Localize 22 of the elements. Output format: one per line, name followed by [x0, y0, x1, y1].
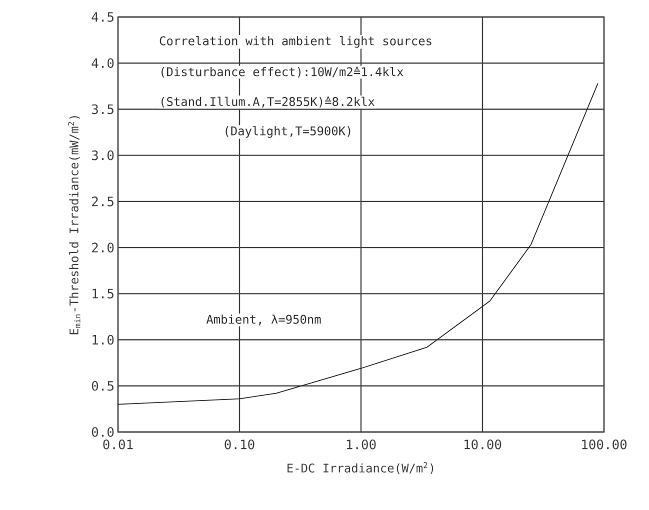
x-tick-label: 1.00 [346, 440, 376, 450]
y-tick-label: 3.5 [92, 104, 114, 114]
x-axis-title: E-DC Irradiance(W/m$^{2}$) [288, 462, 434, 474]
x-tick-label: 0.10 [224, 440, 254, 450]
y-tick-label: 2.5 [92, 196, 114, 206]
annotation: Ambient, λ=950nm [206, 314, 321, 326]
y-tick-label: 2.0 [92, 242, 114, 252]
y-tick-label: 4.5 [92, 12, 114, 22]
y-tick-label: 1.0 [92, 334, 114, 345]
annotation: (Disturbance effect):10W/m2≙1.4klx [162, 66, 404, 78]
y-axis-title: E$_{min}$-Threshold Irradiance(mW/m$^{2}$) [68, 116, 80, 334]
annotation: Correlation with ambient light sources [160, 36, 432, 48]
y-tick-label: 0.0 [92, 427, 114, 437]
annotation: (Stand.Illum.A,T=2855K)≙8.2klx [162, 96, 375, 108]
y-tick-label: 3.0 [92, 150, 114, 160]
y-tick-label: 0.5 [92, 380, 114, 391]
y-tick-label: 1.5 [92, 288, 114, 298]
x-tick-label: 0.01 [103, 440, 133, 450]
y-tick-label: 4.0 [92, 58, 114, 68]
annotation: (Daylight,T=5900K) [226, 126, 350, 138]
x-tick-label: 10.00 [464, 440, 502, 450]
x-tick-label: 100.00 [582, 440, 627, 450]
